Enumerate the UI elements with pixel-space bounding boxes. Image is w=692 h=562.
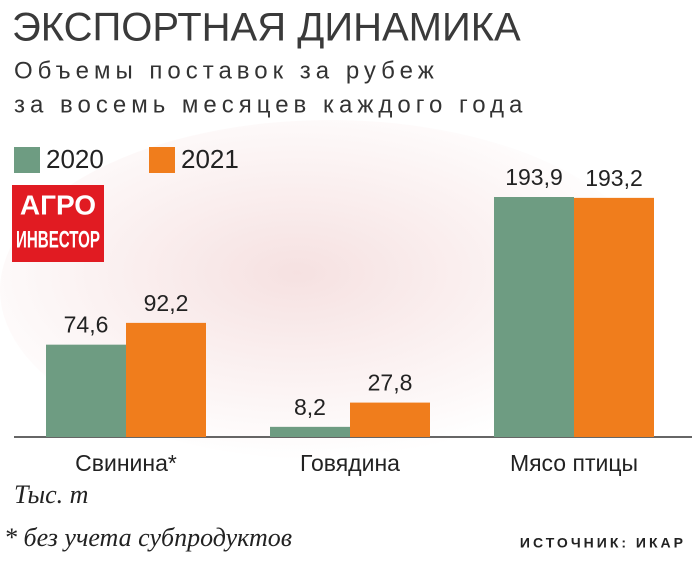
footnote: * без учета субпродуктов bbox=[4, 523, 292, 552]
value-label: 193,2 bbox=[585, 165, 643, 191]
legend-label: 2021 bbox=[181, 144, 239, 174]
x-tick-label: Мясо птицы bbox=[510, 450, 638, 476]
bar bbox=[350, 402, 430, 437]
legend-swatch bbox=[149, 147, 175, 173]
legend-swatch bbox=[14, 147, 40, 173]
logo-text: ИНВЕСТОР bbox=[16, 226, 100, 253]
legend-label: 2020 bbox=[46, 144, 104, 174]
value-label: 27,8 bbox=[368, 370, 413, 396]
bar bbox=[494, 197, 574, 437]
bar bbox=[574, 197, 654, 437]
bar bbox=[270, 426, 350, 437]
value-label: 74,6 bbox=[64, 312, 109, 338]
logo bbox=[12, 185, 104, 262]
value-label: 8,2 bbox=[294, 394, 326, 420]
chart-subtitle: Объемы поставок за рубеж bbox=[14, 57, 439, 84]
unit-label: Тыс. т bbox=[14, 480, 88, 509]
logo-text: АГРО bbox=[20, 189, 96, 220]
x-tick-label: Свинина* bbox=[75, 450, 177, 476]
value-label: 193,9 bbox=[505, 164, 563, 190]
value-label: 92,2 bbox=[144, 290, 189, 316]
bar bbox=[126, 322, 206, 437]
bar bbox=[46, 344, 126, 437]
chart-title: ЭКСПОРТНАЯ ДИНАМИКА bbox=[12, 6, 521, 50]
chart-subtitle: за восемь месяцев каждого года bbox=[14, 91, 527, 118]
x-tick-label: Говядина bbox=[300, 450, 400, 476]
source: ИСТОЧНИК: ИКАР bbox=[520, 535, 686, 551]
